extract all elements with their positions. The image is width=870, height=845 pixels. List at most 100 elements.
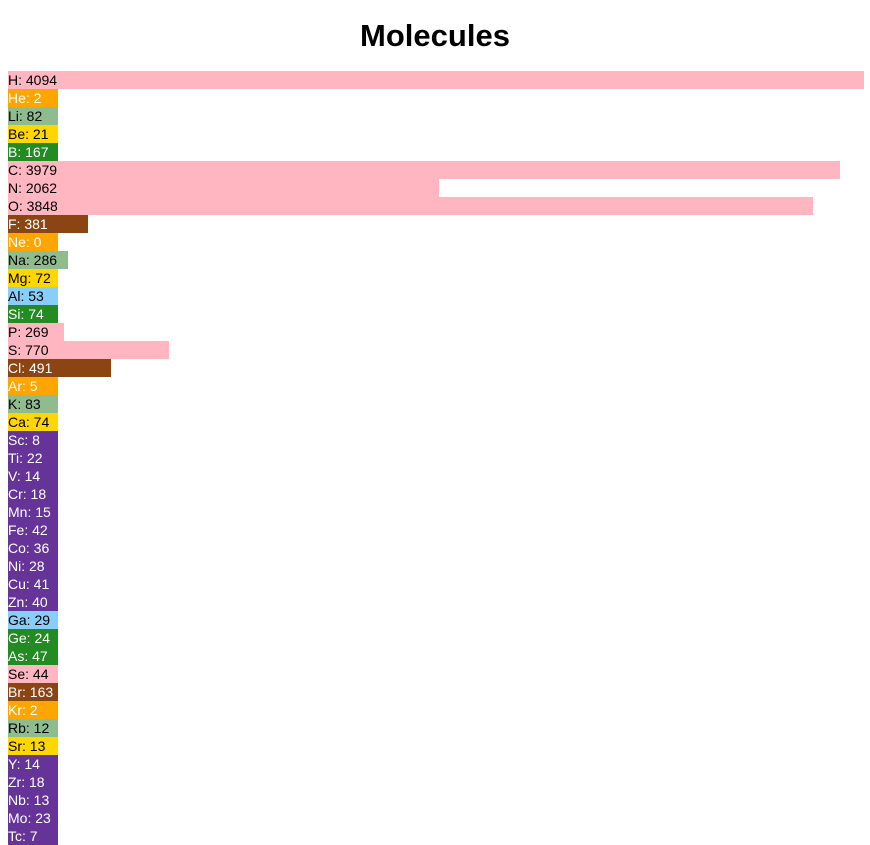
bar-label-p: P: 269 (8, 324, 49, 340)
bar-row-br: Br: 163 (8, 683, 864, 701)
bar-ni (8, 557, 58, 575)
bar-label-ni: Ni: 28 (8, 558, 45, 574)
bar-label-fe: Fe: 42 (8, 522, 48, 538)
bar-se (8, 665, 58, 683)
bar-label-mn: Mn: 15 (8, 504, 51, 520)
bar-si (8, 305, 58, 323)
bar-label-cr: Cr: 18 (8, 486, 47, 502)
bar-row-k: K: 83 (8, 395, 864, 413)
bar-row-v: V: 14 (8, 467, 864, 485)
bar-label-v: V: 14 (8, 468, 41, 484)
bar-row-rb: Rb: 12 (8, 719, 864, 737)
bar-row-b: B: 167 (8, 143, 864, 161)
bar-ti (8, 449, 58, 467)
bar-h (8, 71, 864, 89)
bar-row-co: Co: 36 (8, 539, 864, 557)
bar-kr (8, 701, 58, 719)
bar-na (8, 251, 68, 269)
bar-zr (8, 773, 58, 791)
bar-al (8, 287, 58, 305)
bar-row-ne: Ne: 0 (8, 233, 864, 251)
bar-co (8, 539, 58, 557)
bar-label-tc: Tc: 7 (8, 828, 38, 844)
bar-row-h: H: 4094 (8, 71, 864, 89)
bar-label-zr: Zr: 18 (8, 774, 45, 790)
bar-label-y: Y: 14 (8, 756, 40, 772)
bar-mn (8, 503, 58, 521)
bar-mo (8, 809, 58, 827)
bar-label-co: Co: 36 (8, 540, 50, 556)
bar-row-ca: Ca: 74 (8, 413, 864, 431)
bar-label-mo: Mo: 23 (8, 810, 51, 826)
bar-row-na: Na: 286 (8, 251, 864, 269)
bar-row-kr: Kr: 2 (8, 701, 864, 719)
bar-sr (8, 737, 58, 755)
bar-row-he: He: 2 (8, 89, 864, 107)
bar-row-c: C: 3979 (8, 161, 864, 179)
bar-label-ga: Ga: 29 (8, 612, 51, 628)
bar-label-ge: Ge: 24 (8, 630, 51, 646)
bar-label-cl: Cl: 491 (8, 360, 53, 376)
bar-mg (8, 269, 58, 287)
bar-tc (8, 827, 58, 845)
bar-row-y: Y: 14 (8, 755, 864, 773)
bar-nb (8, 791, 58, 809)
bar-be (8, 125, 58, 143)
bar-ca (8, 413, 58, 431)
bar-n (8, 179, 439, 197)
bar-label-ar: Ar: 5 (8, 378, 38, 394)
bar-label-cu: Cu: 41 (8, 576, 50, 592)
bar-label-ti: Ti: 22 (8, 450, 43, 466)
chart-title: Molecules (360, 18, 510, 53)
bar-row-cr: Cr: 18 (8, 485, 864, 503)
bar-label-ne: Ne: 0 (8, 234, 42, 250)
bar-as (8, 647, 58, 665)
bar-label-he: He: 2 (8, 90, 42, 106)
bar-row-be: Be: 21 (8, 125, 864, 143)
bar-s (8, 341, 169, 359)
bar-row-as: As: 47 (8, 647, 864, 665)
bar-row-sc: Sc: 8 (8, 431, 864, 449)
bar-k (8, 395, 58, 413)
bar-row-al: Al: 53 (8, 287, 864, 305)
bar-label-b: B: 167 (8, 144, 49, 160)
bar-row-ga: Ga: 29 (8, 611, 864, 629)
bar-rb (8, 719, 58, 737)
bar-label-ca: Ca: 74 (8, 414, 50, 430)
bar-f (8, 215, 88, 233)
bar-ga (8, 611, 58, 629)
bar-row-sr: Sr: 13 (8, 737, 864, 755)
bar-y (8, 755, 58, 773)
bar-zn (8, 593, 58, 611)
bar-ar (8, 377, 58, 395)
bar-cl (8, 359, 111, 377)
bar-row-mg: Mg: 72 (8, 269, 864, 287)
bar-row-ti: Ti: 22 (8, 449, 864, 467)
bar-label-n: N: 2062 (8, 180, 58, 196)
bar-row-o: O: 3848 (8, 197, 864, 215)
bar-row-tc: Tc: 7 (8, 827, 864, 845)
bar-row-mo: Mo: 23 (8, 809, 864, 827)
bar-label-k: K: 83 (8, 396, 41, 412)
bar-br (8, 683, 58, 701)
bar-label-o: O: 3848 (8, 198, 58, 214)
bar-label-s: S: 770 (8, 342, 49, 358)
bar-row-p: P: 269 (8, 323, 864, 341)
bar-c (8, 161, 840, 179)
bar-label-li: Li: 82 (8, 108, 43, 124)
bar-chart: H: 4094 He: 2 Li: 82 Be: 21 B: 167 C: 3979 N: … (8, 71, 864, 845)
bar-row-ar: Ar: 5 (8, 377, 864, 395)
bar-cu (8, 575, 58, 593)
bar-label-nb: Nb: 13 (8, 792, 50, 808)
bar-row-nb: Nb: 13 (8, 791, 864, 809)
bar-label-f: F: 381 (8, 216, 48, 232)
bar-row-ni: Ni: 28 (8, 557, 864, 575)
bar-row-zn: Zn: 40 (8, 593, 864, 611)
bar-p (8, 323, 64, 341)
bar-label-al: Al: 53 (8, 288, 44, 304)
bar-label-rb: Rb: 12 (8, 720, 50, 736)
bar-b (8, 143, 58, 161)
bar-label-h: H: 4094 (8, 72, 58, 88)
bar-row-fe: Fe: 42 (8, 521, 864, 539)
bar-label-be: Be: 21 (8, 126, 49, 142)
